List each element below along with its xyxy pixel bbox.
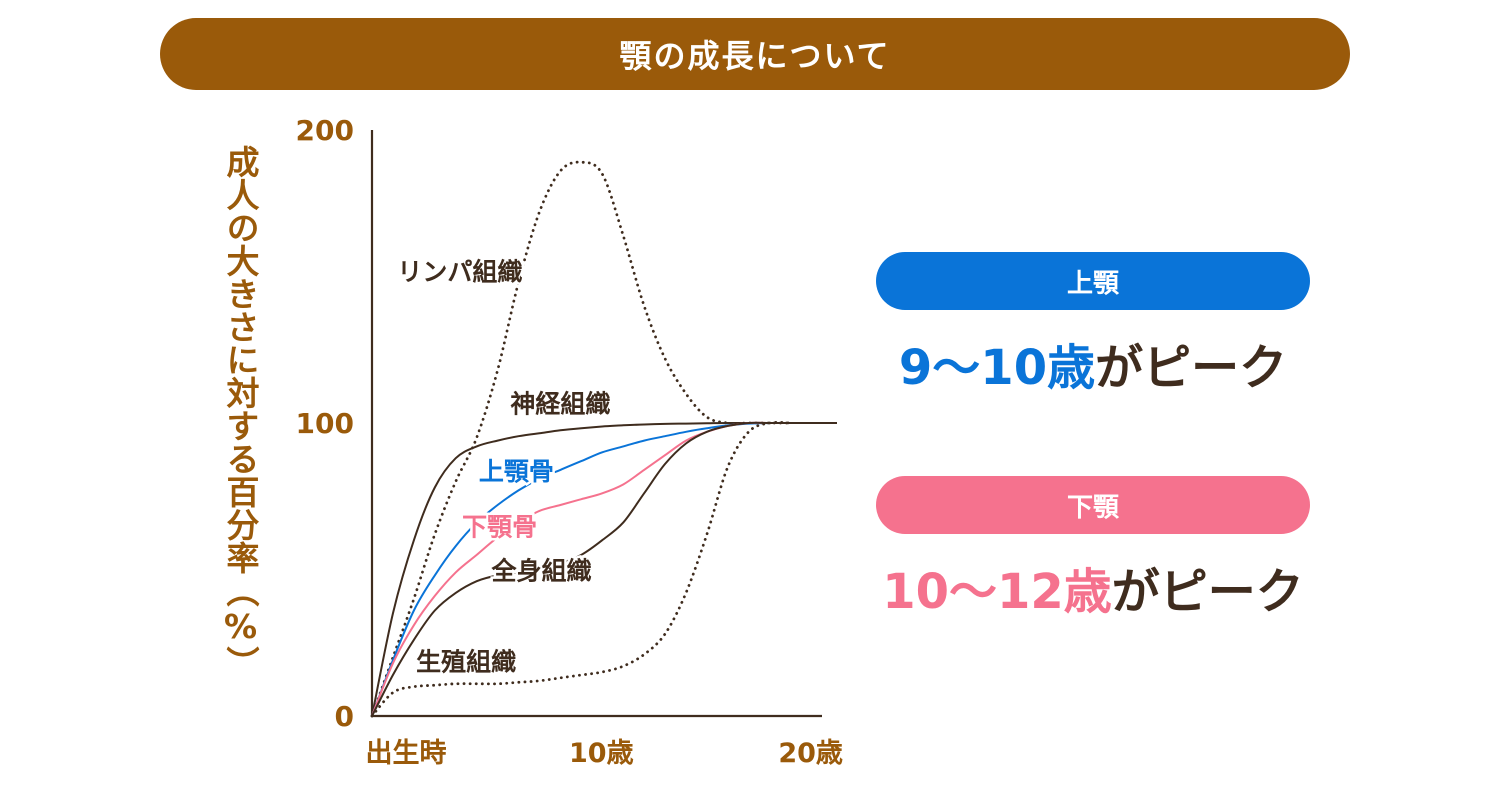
x-tick-label: 10歳 <box>569 738 634 769</box>
lower-jaw-peak-range: 10〜12歳 <box>882 564 1112 620</box>
lower-jaw-peak: 10〜12歳がピーク <box>876 552 1310 622</box>
lymph-tissue-label: リンパ組織 <box>397 258 522 287</box>
y-tick-label: 200 <box>296 114 354 147</box>
y-axis-label: 成人の大きさに対する百分率（%） <box>221 145 260 679</box>
upper-jaw-peak-suffix: がピーク <box>1095 340 1288 396</box>
upper-jaw-peak-range: 9〜10歳 <box>898 340 1096 396</box>
x-tick-label: 20歳 <box>778 738 843 769</box>
neural-tissue-curve <box>371 422 792 717</box>
upper-jaw-badge: 上顎 <box>876 252 1310 310</box>
neural-tissue-label: 神経組織 <box>510 389 610 418</box>
lower-jaw-badge: 下顎 <box>876 476 1310 534</box>
x-tick-label: 出生時 <box>366 738 447 769</box>
general-tissue-label: 全身組織 <box>491 557 592 586</box>
lymph-tissue-curve <box>370 160 792 718</box>
reproductive-tissue-label: 生殖組織 <box>416 647 516 676</box>
upper-jaw-peak: 9〜10歳がピーク <box>876 328 1310 398</box>
mandible-label: 下顎骨 <box>462 513 537 542</box>
lower-jaw-peak-suffix: がピーク <box>1111 564 1304 620</box>
page-title: 顎の成長について <box>160 18 1350 90</box>
general-tissue-curve <box>371 421 792 717</box>
y-tick-label: 100 <box>296 407 354 440</box>
y-tick-label: 0 <box>335 700 354 733</box>
maxilla-label: 上顎骨 <box>479 457 554 486</box>
maxilla-curve <box>371 421 792 717</box>
